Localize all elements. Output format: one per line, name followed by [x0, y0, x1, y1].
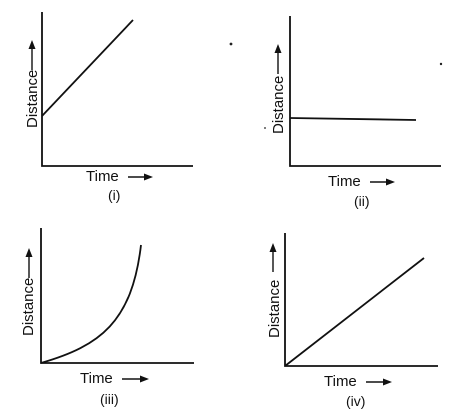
- graph-iv-y-axis-arrow: [269, 243, 277, 272]
- graph-ii-x-axis-label: Time: [328, 173, 361, 190]
- graph-iii-curve: [40, 244, 142, 364]
- graph-i-axes: [41, 12, 193, 167]
- graph-iv: Distance Time (iv): [266, 233, 438, 409]
- graph-iv-x-axis-label: Time: [324, 373, 357, 390]
- graph-i-x-axis-label: Time: [86, 168, 119, 185]
- graph-i-panel-label: (i): [108, 187, 120, 203]
- graph-ii-panel-label: (ii): [354, 193, 370, 209]
- graph-i-y-axis-arrow: [28, 40, 36, 70]
- graph-i: Distance Time (i): [24, 12, 193, 203]
- graph-iii-x-axis-label: Time: [80, 370, 113, 387]
- graph-ii-axes: [289, 16, 441, 167]
- graph-iii-panel-label: (iii): [100, 391, 119, 407]
- graph-iv-x-axis-arrow: [366, 378, 392, 386]
- graph-iii: Distance Time (iii): [20, 228, 194, 407]
- graph-iii-x-axis-arrow: [122, 375, 149, 383]
- graph-iv-axes: [284, 233, 438, 367]
- graph-ii-x-axis-arrow: [370, 178, 395, 186]
- graph-ii-y-axis-label: Distance: [270, 76, 287, 134]
- graph-iii-y-axis-label: Distance: [20, 278, 37, 336]
- graph-i-line: [41, 19, 134, 117]
- graph-iv-line: [284, 257, 425, 367]
- graph-ii: Distance Time (ii): [270, 16, 441, 209]
- graph-iv-panel-label: (iv): [346, 393, 365, 409]
- graph-iii-axes: [40, 228, 194, 364]
- graph-i-x-axis-arrow: [128, 173, 153, 181]
- graph-i-y-axis-label: Distance: [24, 70, 41, 128]
- graph-ii-y-axis-arrow: [274, 44, 282, 74]
- graph-iii-y-axis-arrow: [25, 248, 33, 278]
- graph-iv-y-axis-label: Distance: [266, 280, 283, 338]
- graph-ii-line: [289, 117, 417, 121]
- scan-specks: [229, 42, 443, 129]
